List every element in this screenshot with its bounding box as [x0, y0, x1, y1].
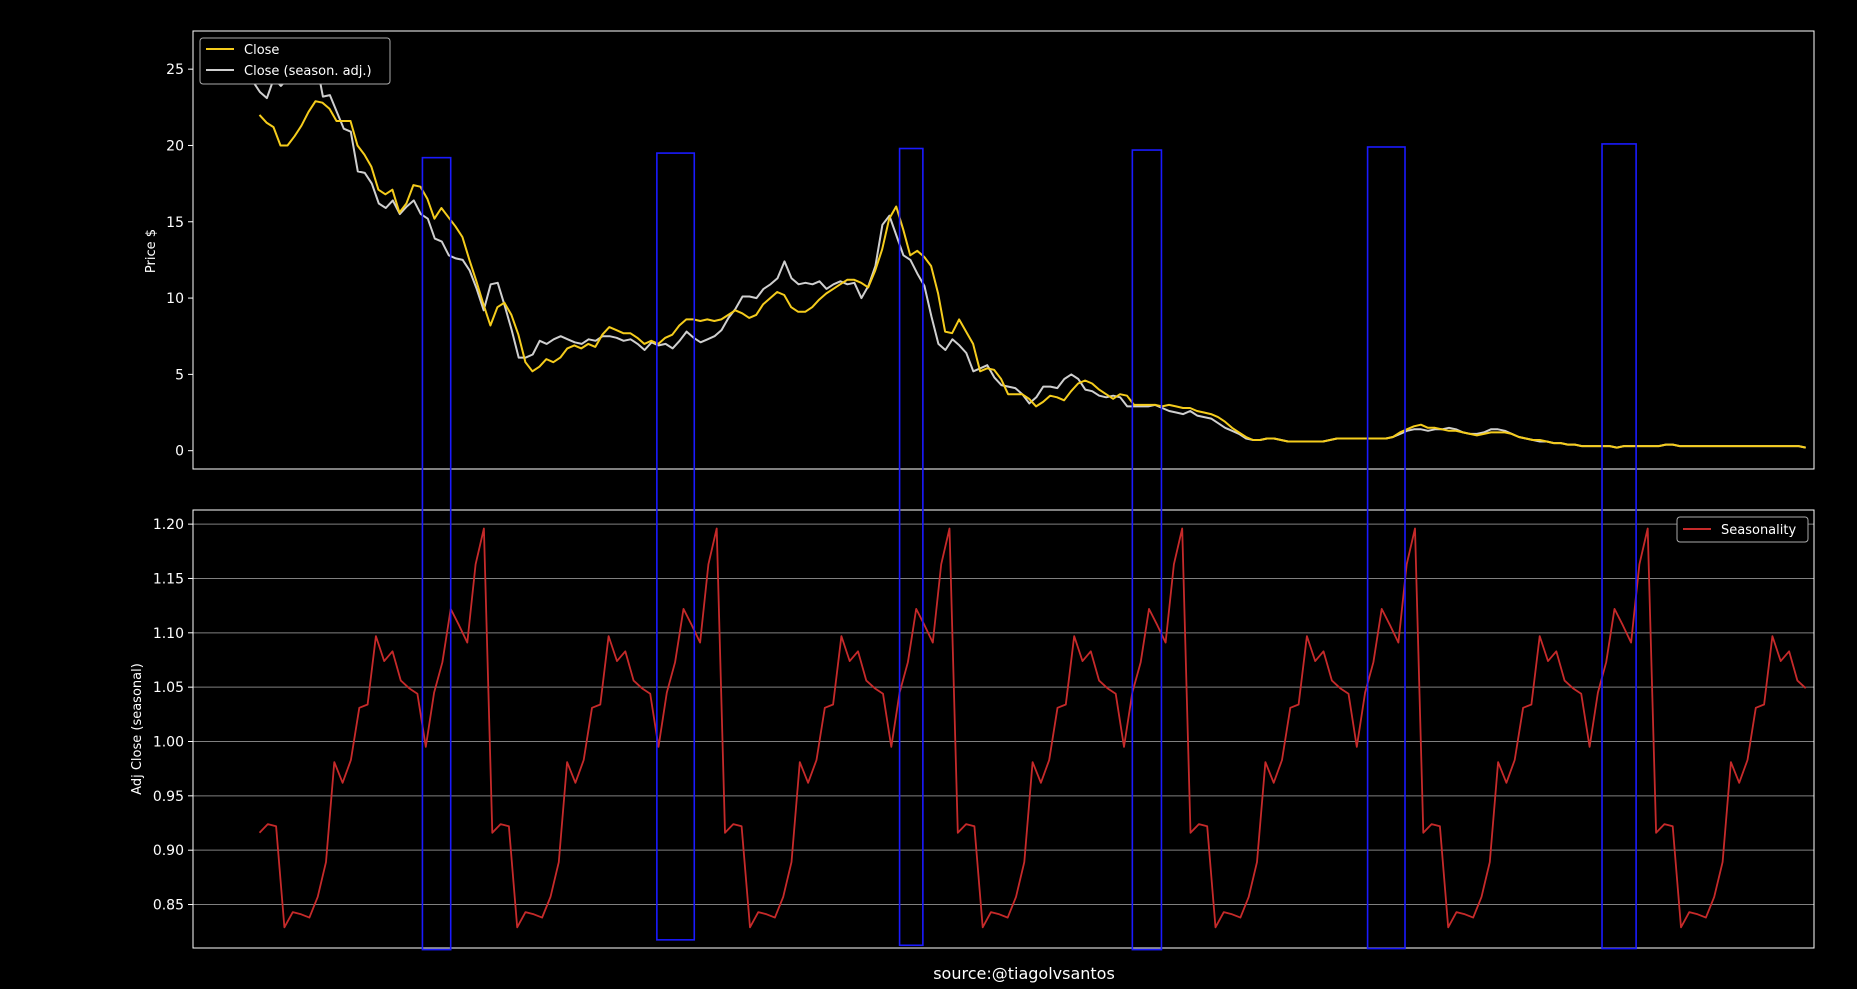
legend-close-label: Close	[244, 43, 279, 58]
seasonality-line	[258, 527, 1807, 929]
highlight-box	[898, 147, 924, 947]
price-legend-box	[199, 37, 391, 85]
seasonality-y-ticks: 0.85 0.90 0.95 1.00 1.05 1.10 1.15 1.20	[153, 517, 193, 914]
y-tick-label: 25	[166, 62, 184, 78]
price-plot-frame	[192, 30, 1815, 470]
legend-close-adj-label: Close (season. adj.)	[244, 64, 372, 79]
y-tick-label: 10	[166, 291, 184, 307]
seasonality-legend-box	[1676, 516, 1809, 543]
y-tick-label: 1.05	[153, 680, 184, 696]
y-tick-label: 20	[166, 138, 184, 154]
seasonal-peak-highlights	[421, 143, 1637, 951]
seasonality-lines	[258, 527, 1807, 929]
price-panel: 0 5 10 15 20 25 Price $ Close Close (season. …	[144, 30, 1815, 470]
highlight-box	[1601, 143, 1637, 950]
price-y-ticks: 0 5 10 15 20 25	[166, 62, 193, 460]
y-tick-label: 15	[166, 215, 184, 231]
highlight-box	[1131, 149, 1163, 951]
highlight-box	[421, 156, 452, 951]
seasonality-y-label: Adj Close (seasonal)	[130, 663, 145, 795]
highlight-box	[1366, 146, 1406, 950]
y-tick-label: 1.10	[153, 626, 184, 642]
seasonality-panel: 0.85 0.90 0.95 1.00 1.05 1.10 1.15 1.20 Adj Clo…	[130, 509, 1815, 949]
y-tick-label: 0	[175, 444, 184, 460]
highlight-box	[656, 152, 696, 941]
price-legend: Close Close (season. adj.)	[199, 37, 391, 85]
price-y-label: Price $	[144, 229, 159, 273]
source-credit: source:@tiagolvsantos	[933, 964, 1115, 983]
seasonality-gridlines	[193, 523, 1814, 906]
y-tick-label: 1.15	[153, 571, 184, 587]
y-tick-label: 5	[175, 367, 184, 383]
y-tick-label: 0.90	[153, 843, 184, 859]
y-tick-label: 1.00	[153, 734, 184, 750]
seasonality-plot-frame	[192, 509, 1815, 949]
legend-seasonality-label: Seasonality	[1721, 523, 1796, 538]
seasonality-legend: Seasonality	[1676, 516, 1809, 543]
y-tick-label: 0.95	[153, 789, 184, 805]
close-line	[258, 100, 1806, 449]
y-tick-label: 0.85	[153, 898, 184, 914]
y-tick-label: 1.20	[153, 517, 184, 533]
price-lines	[217, 45, 1806, 449]
close-season-adj-line	[217, 45, 1806, 449]
